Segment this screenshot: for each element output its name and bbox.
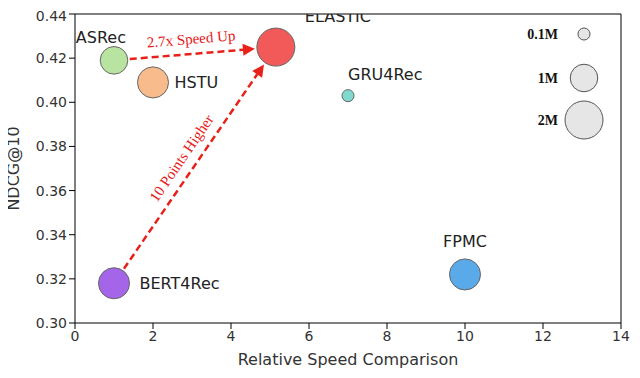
svg-text:1M: 1M [538,71,558,86]
svg-text:10 Points Higher: 10 Points Higher [146,112,217,205]
svg-text:12: 12 [534,328,552,344]
svg-text:BERT4Rec: BERT4Rec [140,274,220,293]
svg-text:SASRec: SASRec [75,28,126,47]
svg-text:0.42: 0.42 [36,50,67,66]
svg-text:2: 2 [149,328,158,344]
svg-text:GRU4Rec: GRU4Rec [348,65,422,84]
svg-text:14: 14 [612,328,630,344]
svg-text:6: 6 [305,328,314,344]
svg-text:4: 4 [227,328,236,344]
svg-text:8: 8 [383,328,392,344]
svg-text:0.40: 0.40 [36,94,67,110]
svg-text:0.38: 0.38 [36,138,67,154]
svg-text:0.32: 0.32 [36,271,67,287]
svg-text:2M: 2M [538,113,558,128]
svg-text:0: 0 [71,328,80,344]
svg-text:0.44: 0.44 [36,8,67,24]
svg-text:0.34: 0.34 [36,227,67,243]
svg-text:0.30: 0.30 [36,315,67,331]
svg-text:2.7x Speed Up: 2.7x Speed Up [146,27,236,50]
svg-text:ELASTIC: ELASTIC [305,14,371,26]
svg-text:HSTU: HSTU [175,73,219,92]
svg-text:NDCG@10: NDCG@10 [8,126,23,210]
svg-text:FPMC: FPMC [443,232,487,251]
svg-text:0.36: 0.36 [36,183,67,199]
svg-text:Relative Speed Comparison: Relative Speed Comparison [238,350,459,369]
svg-text:10: 10 [456,328,474,344]
svg-text:0.1M: 0.1M [527,27,558,42]
